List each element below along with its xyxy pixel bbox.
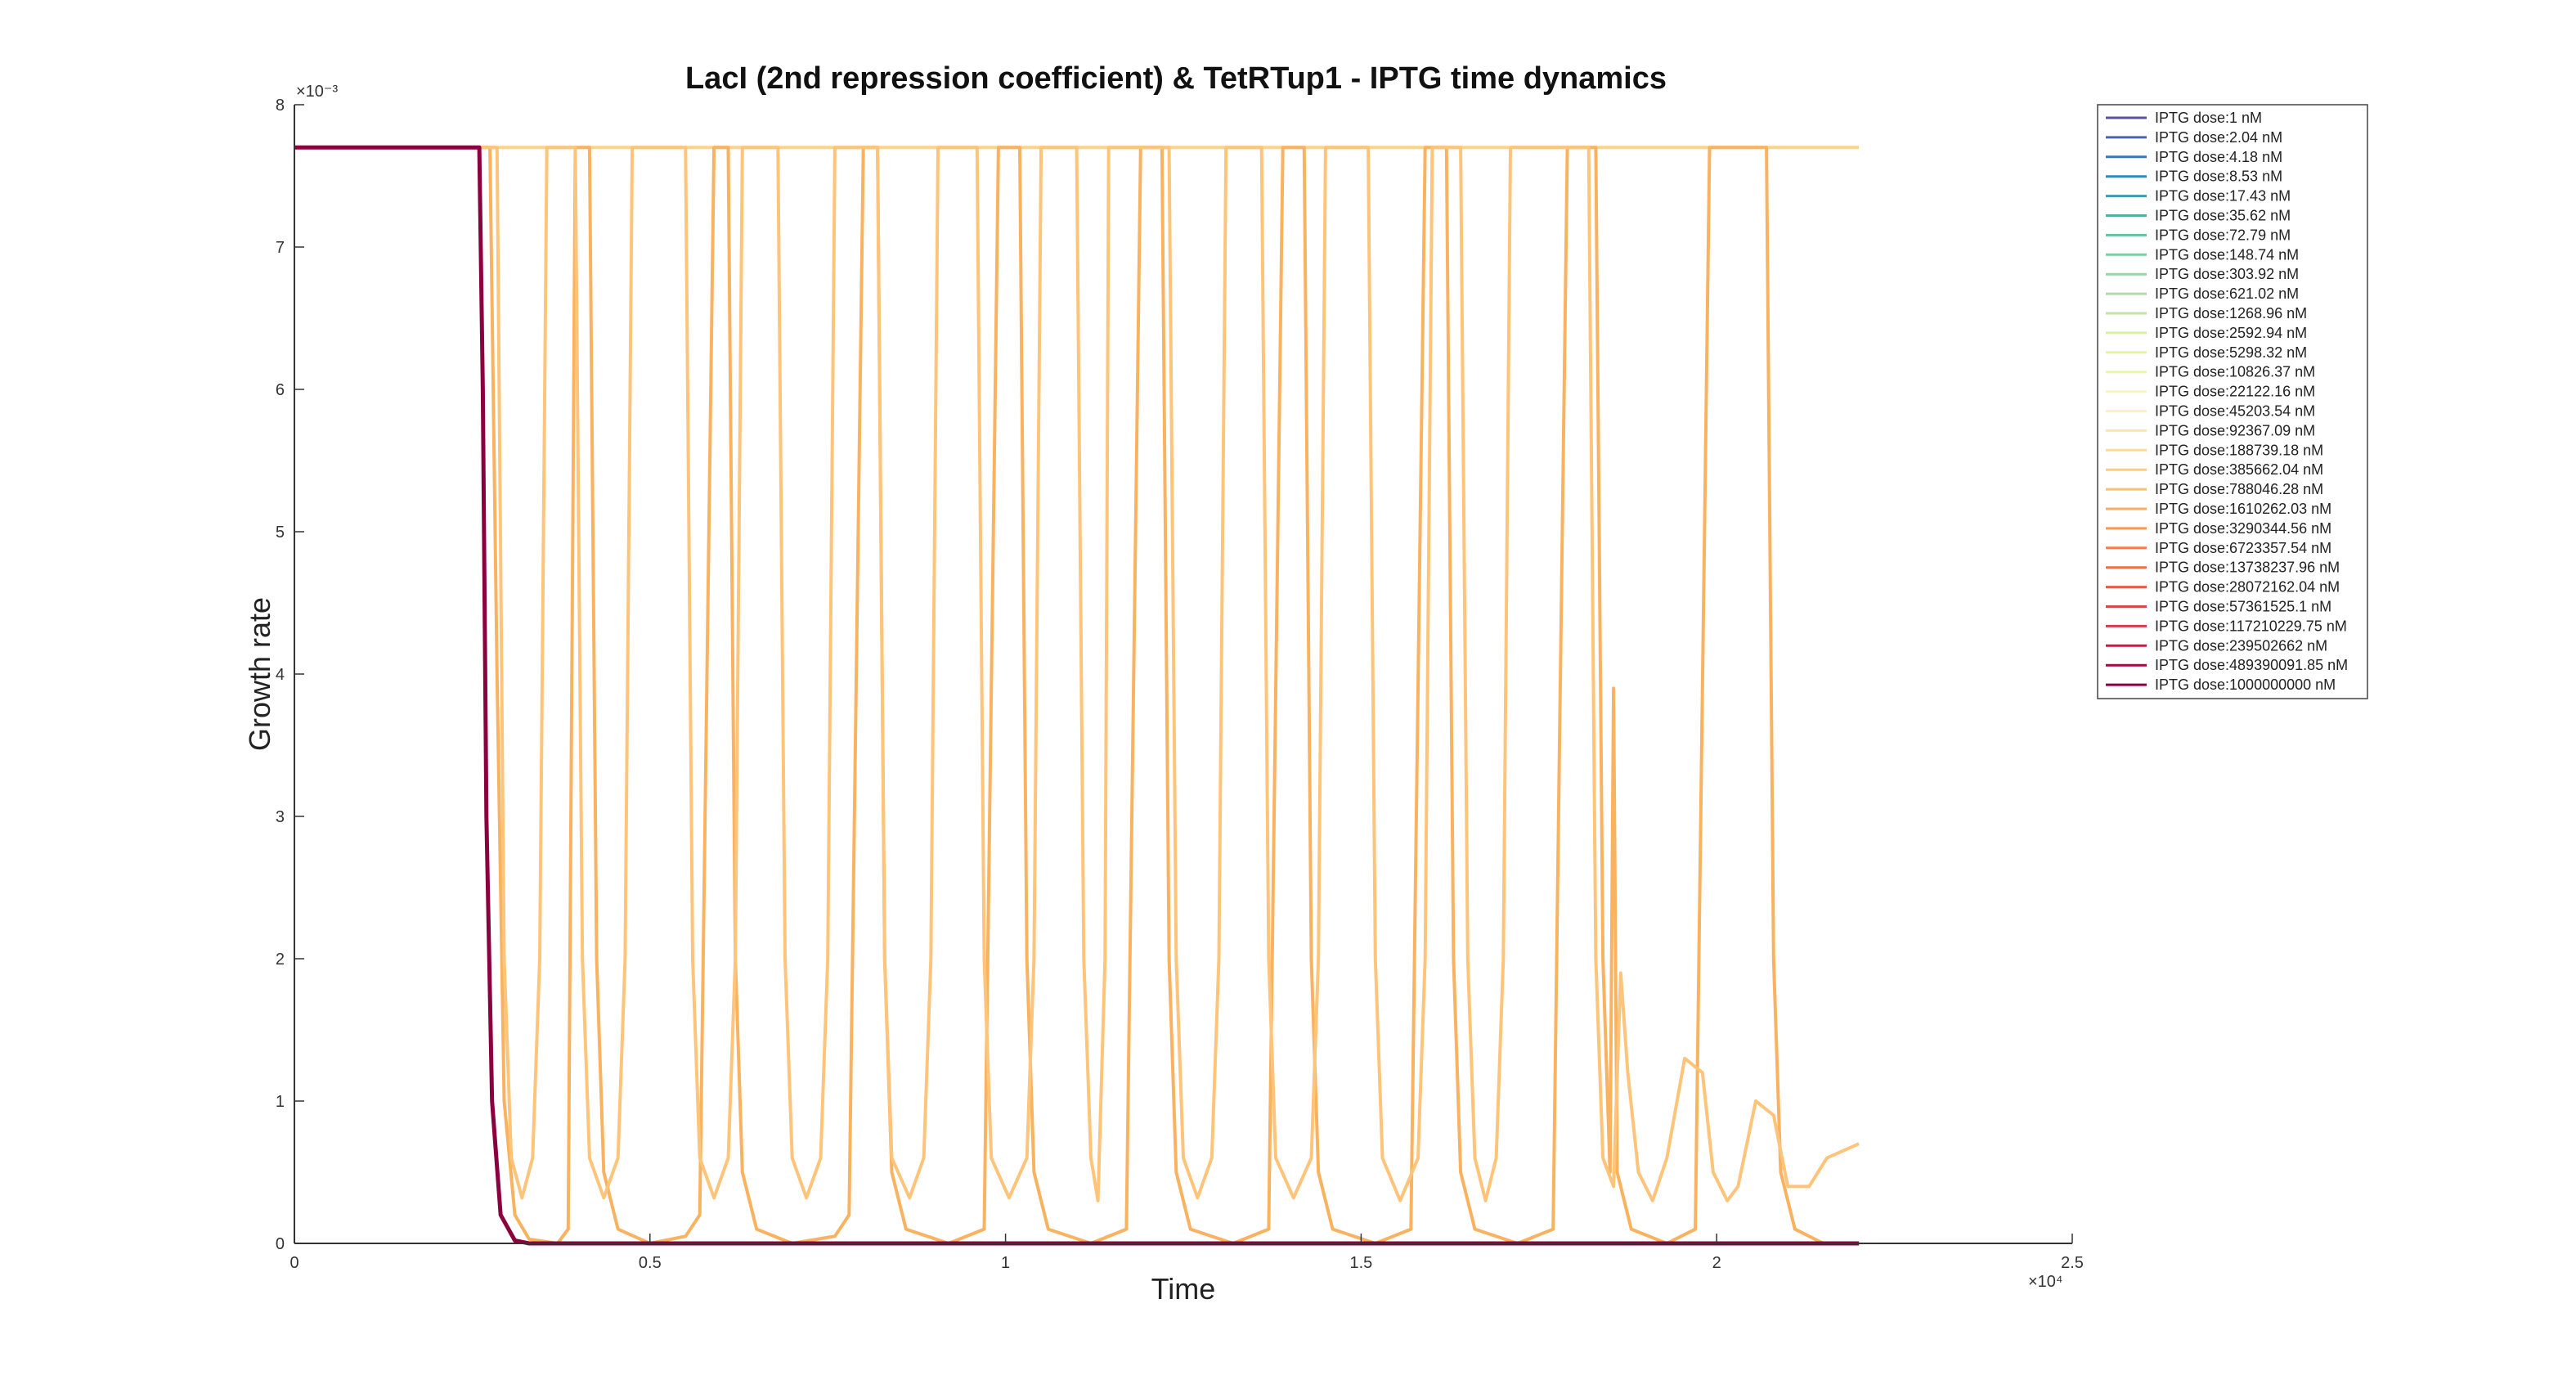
legend-items: IPTG dose:1 nM IPTG dose:2.04 nM IPTG dose… <box>2106 110 2348 693</box>
legend-entry: IPTG dose:72.79 nM <box>2155 227 2291 243</box>
y-tick-label: 6 <box>276 381 285 399</box>
x-tick-label: 0 <box>289 1254 298 1272</box>
y-tick-label: 2 <box>276 951 285 969</box>
series-line-oscillating-low <box>479 146 1860 1245</box>
legend-entry: IPTG dose:239502662 nM <box>2155 637 2327 654</box>
plot-frame <box>294 105 2072 1243</box>
y-tick-label: 3 <box>276 808 285 826</box>
y-tick-label: 8 <box>276 97 285 115</box>
legend-entry: IPTG dose:45203.54 nM <box>2155 403 2315 420</box>
legend-entry: IPTG dose:2592.94 nM <box>2155 325 2307 341</box>
legend-entry: IPTG dose:489390091.85 nM <box>2155 657 2348 673</box>
legend-entry: IPTG dose:17.43 nM <box>2155 188 2291 205</box>
legend-entry: IPTG dose:3290344.56 nM <box>2155 520 2331 537</box>
x-tick-label: 1 <box>1001 1254 1010 1272</box>
y-tick-label: 7 <box>276 239 285 257</box>
legend-entry: IPTG dose:22122.16 nM <box>2155 384 2315 400</box>
legend-entry: IPTG dose:1268.96 nM <box>2155 305 2307 321</box>
y-tick-label: 1 <box>276 1093 285 1111</box>
legend: IPTG dose:1 nM IPTG dose:2.04 nM IPTG dose… <box>2097 104 2368 699</box>
legend-entry: IPTG dose:10826.37 nM <box>2155 364 2315 380</box>
legend-entry: IPTG dose:621.02 nM <box>2155 285 2299 302</box>
plot-area: 0 0.5 1 1.5 2 2.5 0 1 2 3 4 5 6 7 8 <box>276 97 2084 1272</box>
legend-entry: IPTG dose:2.04 nM <box>2155 129 2282 146</box>
legend-entry: IPTG dose:117210229.75 nM <box>2155 618 2347 634</box>
legend-entry: IPTG dose:92367.09 nM <box>2155 422 2315 438</box>
chart-title: LacI (2nd repression coefficient) & TetR… <box>685 61 1667 96</box>
series-line-oscillating-high <box>479 146 1860 1202</box>
legend-box <box>2097 104 2368 699</box>
legend-entry: IPTG dose:35.62 nM <box>2155 208 2291 224</box>
x-tick-label: 0.5 <box>639 1254 662 1272</box>
series-lines <box>294 145 1860 1246</box>
legend-entry: IPTG dose:1610262.03 nM <box>2155 501 2331 517</box>
x-tick-label: 1.5 <box>1349 1254 1372 1272</box>
x-tick-label: 2 <box>1712 1254 1721 1272</box>
x-tick-label: 2.5 <box>2061 1254 2084 1272</box>
legend-entry: IPTG dose:8.53 nM <box>2155 169 2282 185</box>
legend-entry: IPTG dose:1000000000 nM <box>2155 677 2336 693</box>
legend-entry: IPTG dose:1 nM <box>2155 110 2262 126</box>
y-ticks: 0 1 2 3 4 5 6 7 8 <box>276 97 304 1253</box>
y-multiplier-label: ×10⁻³ <box>296 83 338 101</box>
y-axis-label: Growth rate <box>243 597 276 751</box>
legend-entry: IPTG dose:13738237.96 nM <box>2155 560 2340 576</box>
legend-entry: IPTG dose:303.92 nM <box>2155 266 2299 282</box>
legend-entry: IPTG dose:188739.18 nM <box>2155 442 2323 458</box>
y-tick-label: 5 <box>276 524 285 542</box>
y-tick-label: 0 <box>276 1235 285 1253</box>
legend-entry: IPTG dose:28072162.04 nM <box>2155 579 2340 596</box>
legend-entry: IPTG dose:4.18 nM <box>2155 149 2282 165</box>
x-multiplier-label: ×10⁴ <box>2028 1273 2063 1291</box>
legend-entry: IPTG dose:57361525.1 nM <box>2155 599 2331 615</box>
y-tick-label: 4 <box>276 666 285 684</box>
series-line-decay <box>294 145 1860 1246</box>
legend-entry: IPTG dose:148.74 nM <box>2155 246 2299 263</box>
x-axis-label: Time <box>1151 1272 1216 1306</box>
legend-entry: IPTG dose:5298.32 nM <box>2155 344 2307 361</box>
legend-entry: IPTG dose:385662.04 nM <box>2155 461 2323 478</box>
legend-entry: IPTG dose:788046.28 nM <box>2155 481 2323 497</box>
legend-entry: IPTG dose:6723357.54 nM <box>2155 540 2331 556</box>
x-ticks: 0 0.5 1 1.5 2 2.5 <box>289 1234 2084 1272</box>
